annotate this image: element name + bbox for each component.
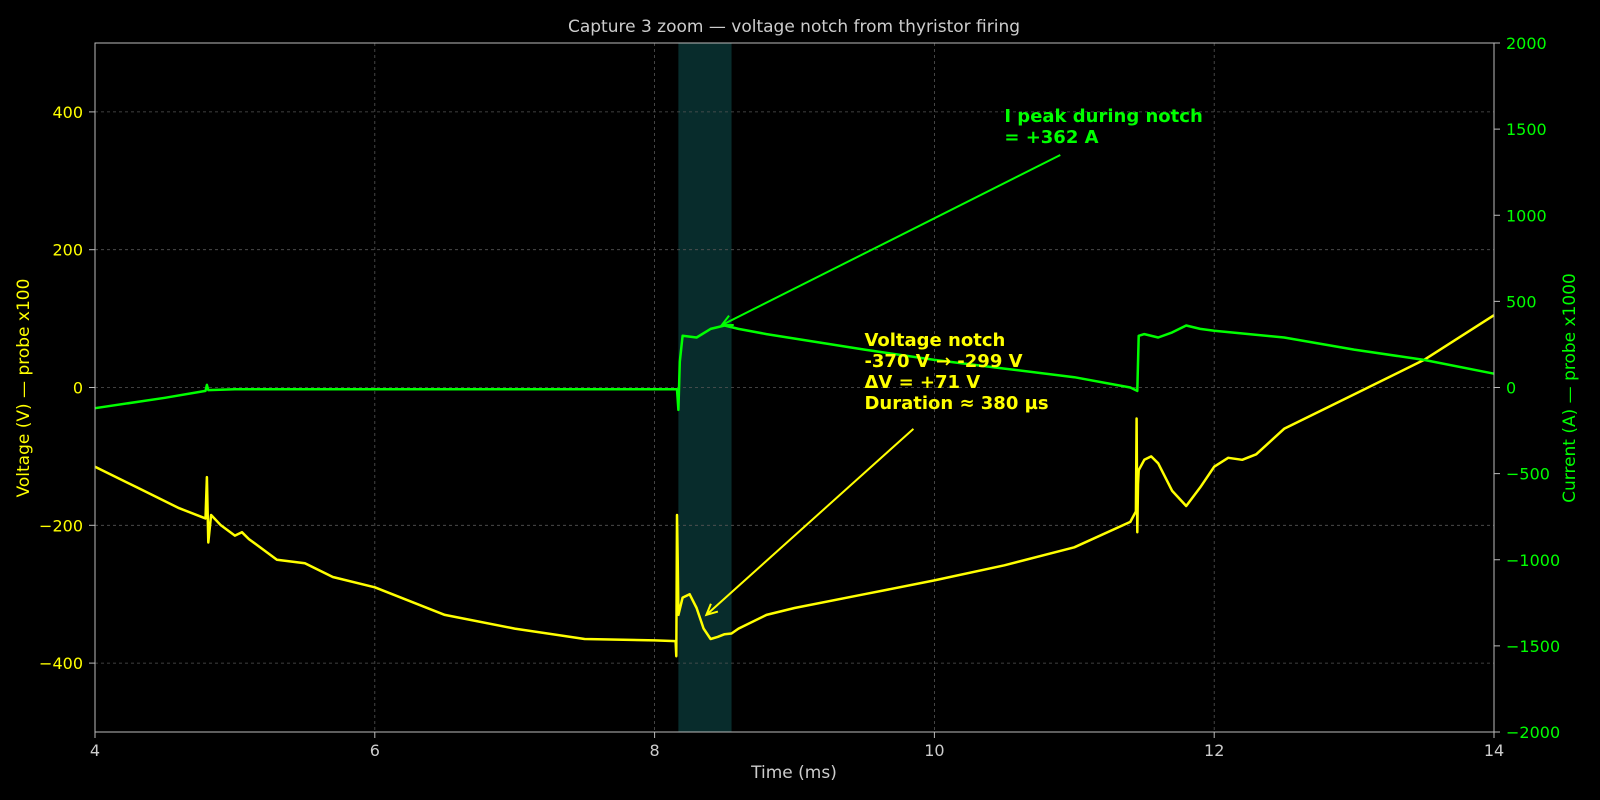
series-line-voltage: [94, 314, 1495, 658]
annotation-text-line: -370 V → -299 V: [864, 351, 1022, 372]
annotation-arrow-line: [721, 154, 1061, 327]
y-right-tick-label: 1000: [1506, 206, 1547, 225]
annotation-text-line: ΔV = +71 V: [864, 372, 980, 393]
x-axis-label: Time (ms): [750, 763, 837, 783]
plot-area: 4 6 8 10 12 14−400−2000200400−2000−1500−1000−…: [39, 34, 1560, 760]
annotation-arrow-line: [705, 428, 915, 616]
annotation-arrow-head: [719, 315, 734, 327]
annotation-text-line: Duration ≈ 380 µs: [864, 393, 1048, 414]
x-tick-label: 14: [1484, 741, 1504, 760]
y-left-tick-label: 0: [73, 379, 83, 398]
x-tick-label: 8: [650, 741, 660, 760]
series-line-current: [94, 324, 1495, 412]
chart-title: Capture 3 zoom — voltage notch from thyr…: [568, 17, 1020, 37]
y-left-tick-label: −400: [39, 654, 83, 673]
x-tick-label: 10: [924, 741, 944, 760]
x-tick-label: 4: [90, 741, 100, 760]
y-left-tick-label: −200: [39, 516, 83, 535]
y-right-tick-label: 0: [1506, 379, 1516, 398]
y-right-tick-label: −2000: [1506, 723, 1560, 742]
x-tick-label: 6: [370, 741, 380, 760]
y-axis-right-label: Current (A) — probe x1000: [1560, 273, 1580, 503]
x-tick-label: 12: [1204, 741, 1224, 760]
annotation-text-line: Voltage notch: [864, 330, 1005, 351]
notch-highlight-span: [678, 43, 732, 732]
y-right-tick-label: 2000: [1506, 34, 1547, 53]
annotation-arrow-head: [704, 603, 719, 617]
y-left-tick-label: 400: [52, 103, 83, 122]
y-right-tick-label: 500: [1506, 292, 1537, 311]
y-right-tick-label: −500: [1506, 465, 1550, 484]
annotation-text-line: I peak during notch: [1004, 106, 1202, 127]
y-axis-left-label: Voltage (V) — probe x100: [14, 279, 34, 498]
y-left-tick-label: 200: [52, 241, 83, 260]
annotation-text-line: = +362 A: [1004, 127, 1098, 148]
y-right-tick-label: 1500: [1506, 120, 1547, 139]
y-right-tick-label: −1000: [1506, 551, 1560, 570]
y-right-tick-label: −1500: [1506, 637, 1560, 656]
